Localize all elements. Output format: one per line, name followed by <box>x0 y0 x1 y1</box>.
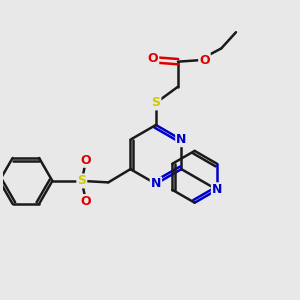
Text: O: O <box>148 52 158 65</box>
Text: N: N <box>212 183 222 196</box>
Text: N: N <box>151 177 161 190</box>
Text: O: O <box>199 54 210 67</box>
Text: S: S <box>152 96 160 110</box>
Text: O: O <box>80 154 91 167</box>
Text: O: O <box>80 195 91 208</box>
Text: N: N <box>176 133 187 146</box>
Text: S: S <box>77 174 86 188</box>
